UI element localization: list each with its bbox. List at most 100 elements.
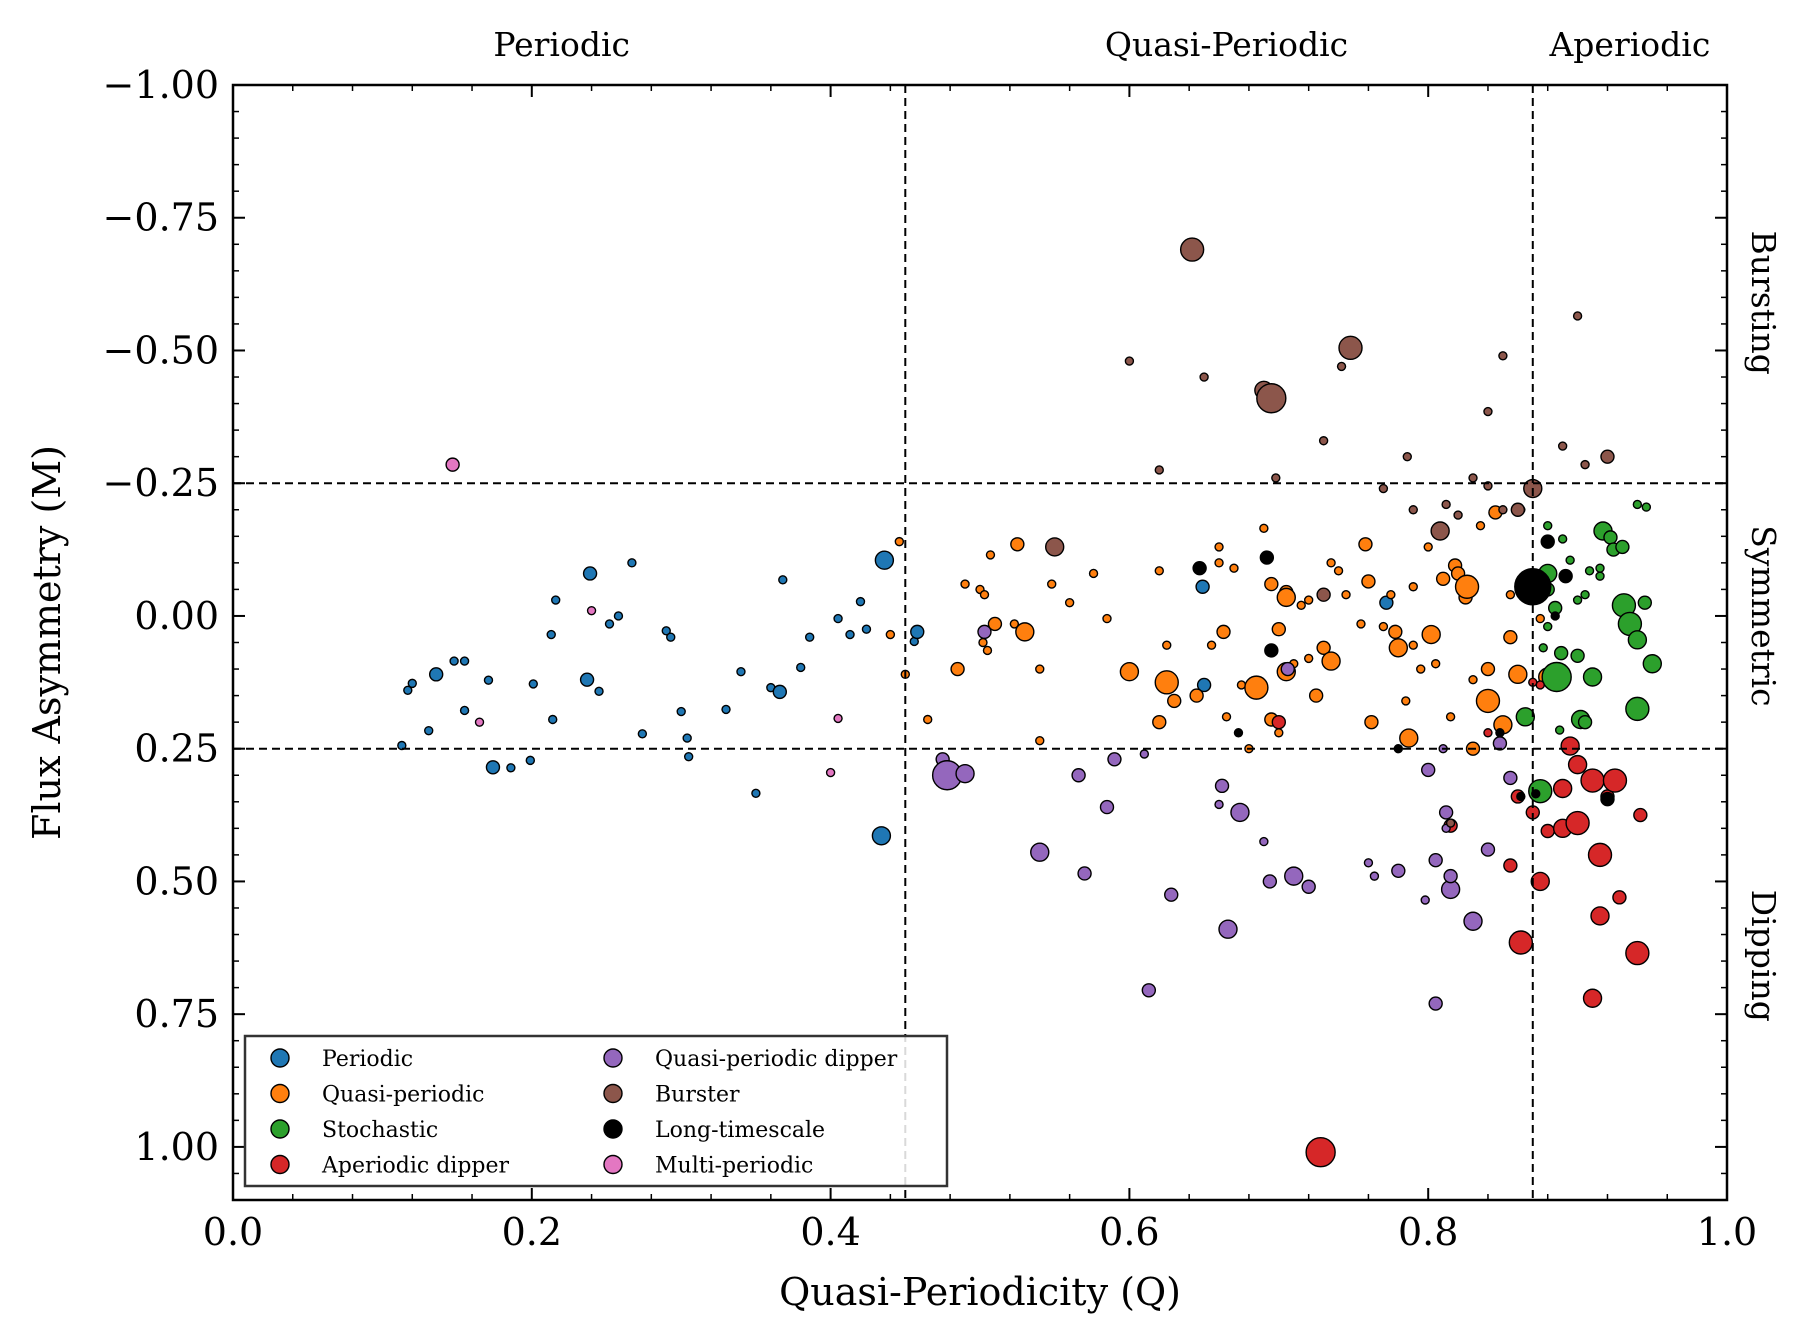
- data-point: [721, 704, 731, 715]
- data-point: [1580, 768, 1605, 793]
- data-point: [861, 624, 872, 634]
- data-point: [1303, 595, 1314, 605]
- data-point: [1071, 768, 1086, 783]
- data-point: [1595, 571, 1605, 581]
- data-point: [1480, 661, 1496, 677]
- data-point: [1030, 842, 1050, 862]
- legend-label: Long-timescale: [655, 1118, 825, 1143]
- data-point: [1196, 677, 1212, 693]
- data-point: [845, 629, 855, 640]
- data-point: [483, 675, 494, 685]
- data-point: [1421, 624, 1441, 645]
- data-point: [1099, 799, 1115, 815]
- data-point: [1218, 919, 1238, 939]
- threshold-lines: [233, 85, 1727, 1200]
- data-point: [1388, 624, 1403, 640]
- data-point: [676, 706, 686, 717]
- data-point: [661, 626, 671, 636]
- data-point: [1430, 521, 1450, 541]
- data-point: [1141, 983, 1157, 998]
- legend-box: [243, 1034, 949, 1188]
- data-point: [1423, 542, 1433, 552]
- data-point: [586, 605, 597, 616]
- legend-label: Periodic: [322, 1047, 413, 1072]
- data-point: [796, 662, 806, 673]
- data-point: [1107, 752, 1122, 767]
- data-point: [424, 725, 434, 736]
- data-point: [1637, 595, 1653, 610]
- data-point: [528, 679, 538, 689]
- data-point: [407, 678, 417, 689]
- axis-labels: Quasi-Periodicity (Q) Flux Asymmetry (M): [25, 445, 1181, 1314]
- x-tick-label: 1.0: [1697, 1210, 1757, 1254]
- data-point: [546, 629, 556, 640]
- data-point: [1356, 619, 1366, 629]
- series-periodic: [397, 550, 1394, 846]
- data-point: [1301, 879, 1316, 894]
- data-point: [1274, 728, 1284, 738]
- data-point: [1167, 693, 1182, 709]
- data-point: [1543, 621, 1553, 632]
- data-point: [1199, 372, 1209, 382]
- data-point: [1557, 441, 1568, 451]
- data-point: [449, 656, 459, 666]
- data-point: [548, 714, 558, 725]
- data-point: [459, 705, 470, 716]
- data-point: [885, 629, 896, 640]
- data-point: [1453, 510, 1463, 520]
- side-region-label: Dipping: [1744, 890, 1783, 1022]
- data-point: [485, 760, 501, 775]
- legend-label: Aperiodic dipper: [321, 1154, 510, 1179]
- data-point: [1233, 728, 1244, 738]
- data-point: [1361, 574, 1376, 589]
- data-point: [1010, 537, 1025, 552]
- data-point: [1468, 473, 1478, 483]
- data-point: [1379, 595, 1394, 610]
- data-point: [1530, 871, 1550, 892]
- data-point: [397, 740, 407, 751]
- data-point: [1503, 770, 1518, 786]
- data-point: [1463, 911, 1483, 931]
- x-tick-label: 0.0: [203, 1210, 263, 1254]
- data-point: [955, 763, 975, 784]
- plot-area: [397, 237, 1663, 1168]
- data-point: [1363, 858, 1374, 868]
- data-point: [960, 579, 970, 589]
- data-point: [1214, 799, 1224, 810]
- data-point: [1580, 459, 1590, 470]
- data-point: [1587, 842, 1613, 868]
- data-point: [1510, 502, 1526, 517]
- data-point: [987, 616, 1003, 632]
- legend-label: Quasi-periodic: [322, 1083, 484, 1108]
- data-point: [910, 624, 925, 640]
- data-point: [979, 590, 990, 600]
- legend-marker: [270, 1154, 290, 1175]
- data-point: [1318, 436, 1329, 446]
- data-point: [1420, 895, 1430, 905]
- data-point: [1441, 499, 1451, 510]
- data-point: [1244, 675, 1269, 700]
- data-point: [1633, 807, 1648, 823]
- data-point: [1009, 619, 1020, 629]
- data-point: [1259, 550, 1275, 565]
- data-point: [1543, 520, 1553, 531]
- data-point: [1164, 887, 1179, 902]
- data-point: [1139, 749, 1150, 759]
- data-point: [1540, 534, 1555, 549]
- series-long-timescale: [1192, 534, 1615, 807]
- data-point: [459, 656, 470, 666]
- data-point: [1216, 624, 1231, 640]
- data-point: [1572, 595, 1583, 605]
- data-point: [871, 826, 892, 846]
- data-point: [1430, 659, 1441, 669]
- y-tick-label: −1.00: [103, 63, 219, 107]
- data-point: [1401, 696, 1411, 706]
- data-point: [1468, 674, 1478, 685]
- data-point: [1565, 555, 1575, 565]
- data-point: [1119, 662, 1140, 682]
- data-point: [1154, 566, 1164, 576]
- data-point: [1416, 664, 1426, 674]
- data-point: [894, 536, 905, 547]
- data-point: [1508, 664, 1528, 685]
- data-point: [1162, 640, 1172, 650]
